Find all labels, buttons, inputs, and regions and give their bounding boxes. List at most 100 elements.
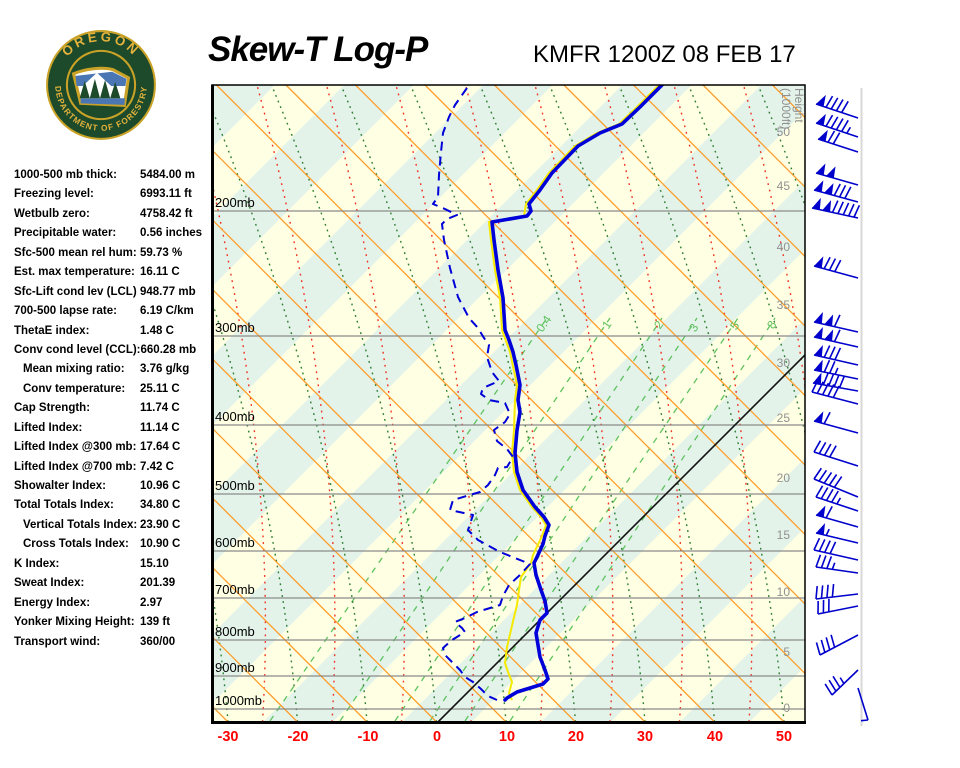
height-label: 5 [783, 645, 790, 659]
wind-barb [813, 344, 859, 366]
stat-value: 34.80 C [140, 499, 181, 512]
stat-value: 25.11 C [140, 382, 180, 395]
temp-axis-label: -10 [358, 729, 379, 745]
stat-row: Est. max temperature: 16.11 C [14, 263, 214, 282]
wind-barb [817, 598, 859, 615]
wind-barb [815, 94, 859, 119]
plot-area [212, 85, 805, 722]
stat-row: Precipitable water: 0.56 inches [14, 224, 214, 243]
stat-row: Total Totals Index: 34.80 C [14, 496, 214, 515]
logo-oregon-scene [71, 66, 131, 107]
freezing-isotherm-line [437, 354, 805, 722]
pressure-label: 900mb [215, 660, 255, 675]
pressure-label: 200mb [215, 195, 255, 210]
stat-value: 6993.11 ft [140, 188, 192, 201]
station-datetime-label: KMFR 1200Z 08 FEB 17 [533, 41, 796, 68]
wind-barb [813, 537, 859, 561]
stat-value: 59.73 % [140, 246, 183, 259]
height-label: 25 [777, 411, 791, 425]
height-label: 50 [777, 125, 791, 139]
stat-label: Energy Index: [14, 596, 91, 609]
stat-row: Cross Totals Index: 10.90 C [14, 535, 214, 554]
height-label: 35 [777, 298, 791, 312]
stat-row: Cap Strength: 11.74 C [14, 399, 214, 418]
wind-barb [815, 163, 859, 186]
wind-barb [817, 129, 859, 153]
stat-label: Sfc-500 mean rel hum: [14, 246, 137, 259]
wind-barb [813, 411, 859, 434]
stat-value: 16.11 C [140, 266, 180, 279]
stat-row: 1000-500 mb thick: 5484.00 m [14, 166, 214, 185]
wind-barb [815, 485, 859, 512]
stat-label: ThetaE index: [14, 324, 90, 337]
temp-axis-label: 20 [568, 729, 584, 745]
stat-label: Lifted Index @300 mb: [14, 441, 137, 454]
stat-row: Lifted Index @300 mb: 17.64 C [14, 438, 214, 457]
stat-label: K Index: [14, 557, 60, 570]
pressure-label: 1000mb [215, 693, 262, 708]
stat-label: Freezing level: [14, 188, 94, 201]
stat-label: Conv cond level (CCL): [14, 343, 141, 356]
stat-value: 15.10 [140, 557, 169, 570]
temp-axis-label: 30 [637, 729, 653, 745]
stat-row: Freezing level: 6993.11 ft [14, 185, 214, 204]
stat-label: Mean mixing ratio: [23, 363, 125, 376]
height-label: 10 [777, 585, 791, 599]
stat-value: 3.76 g/kg [140, 363, 190, 376]
stat-row: Sfc-Lift cond lev (LCL) 948.77 mb [14, 283, 214, 302]
stat-value: 201.39 [140, 577, 176, 590]
stat-row: Conv temperature: 25.11 C [14, 380, 214, 399]
height-label: 30 [777, 356, 791, 370]
pressure-label: 600mb [215, 535, 255, 550]
stat-label: Est. max temperature: [14, 266, 135, 279]
height-label: 20 [777, 471, 791, 485]
stat-value: 17.64 C [140, 441, 181, 454]
pressure-label: 500mb [215, 478, 255, 493]
stat-label: Lifted Index @700 mb: [14, 460, 137, 473]
page-title: Skew-T Log-P [208, 30, 428, 69]
mixing-ratio-lines [269, 317, 776, 722]
stat-row: Energy Index: 2.97 [14, 594, 214, 613]
stat-label: 1000-500 mb thick: [14, 169, 117, 181]
stat-row: Showalter Index: 10.96 C [14, 477, 214, 496]
stat-value: 23.90 C [140, 518, 181, 531]
stat-label: Cross Totals Index: [23, 538, 129, 551]
stat-row: Lifted Index: 11.14 C [14, 419, 214, 438]
wind-barb [815, 634, 859, 656]
wind-barb [811, 197, 861, 219]
stat-value: 10.96 C [140, 480, 181, 492]
stat-value: 11.14 C [140, 421, 180, 434]
wind-barb [815, 523, 859, 544]
height-label: 0 [783, 701, 790, 715]
pressure-label: 300mb [215, 320, 255, 335]
stat-value: 948.77 mb [140, 285, 196, 298]
pressure-label: 800mb [215, 624, 255, 639]
stat-row: Yonker Mixing Height: 139 ft [14, 613, 214, 632]
dewpoint-curve [432, 87, 531, 701]
indices-panel: 1000-500 mb thick: 5484.00 m Freezing leve… [14, 166, 214, 652]
stat-row: Transport wind: 360/00 [14, 633, 214, 652]
temperature-curve [490, 85, 664, 702]
wind-barb [813, 180, 859, 203]
pressure-labels: 200mb 300mb 400mb 500mb 600mb 700mb 800mb 900mb… [215, 195, 262, 708]
temp-axis-label: -20 [288, 729, 309, 745]
forestry-logo: OREGON DEPARTMENT OF FORESTRY [46, 29, 156, 140]
stat-label: Showalter Index: [14, 480, 107, 492]
temp-axis-label: 40 [707, 729, 723, 745]
stat-label: Cap Strength: [14, 402, 91, 415]
temp-axis-label: -30 [218, 729, 239, 745]
temp-axis-label: 50 [776, 729, 792, 745]
wind-barb [811, 380, 859, 405]
wetbulb-curve [488, 85, 660, 701]
stat-value: 2.97 [140, 596, 163, 609]
isotherm-lines [212, 85, 805, 722]
wind-barb [813, 467, 859, 498]
stat-value: 139 ft [140, 616, 171, 629]
wind-barb [857, 687, 869, 722]
stat-label: 700-500 lapse rate: [14, 305, 117, 318]
stat-value: 5484.00 m [140, 169, 195, 181]
pressure-label: 400mb [215, 409, 255, 424]
wind-barb [815, 584, 859, 600]
stat-label: Sweat Index: [14, 577, 85, 590]
